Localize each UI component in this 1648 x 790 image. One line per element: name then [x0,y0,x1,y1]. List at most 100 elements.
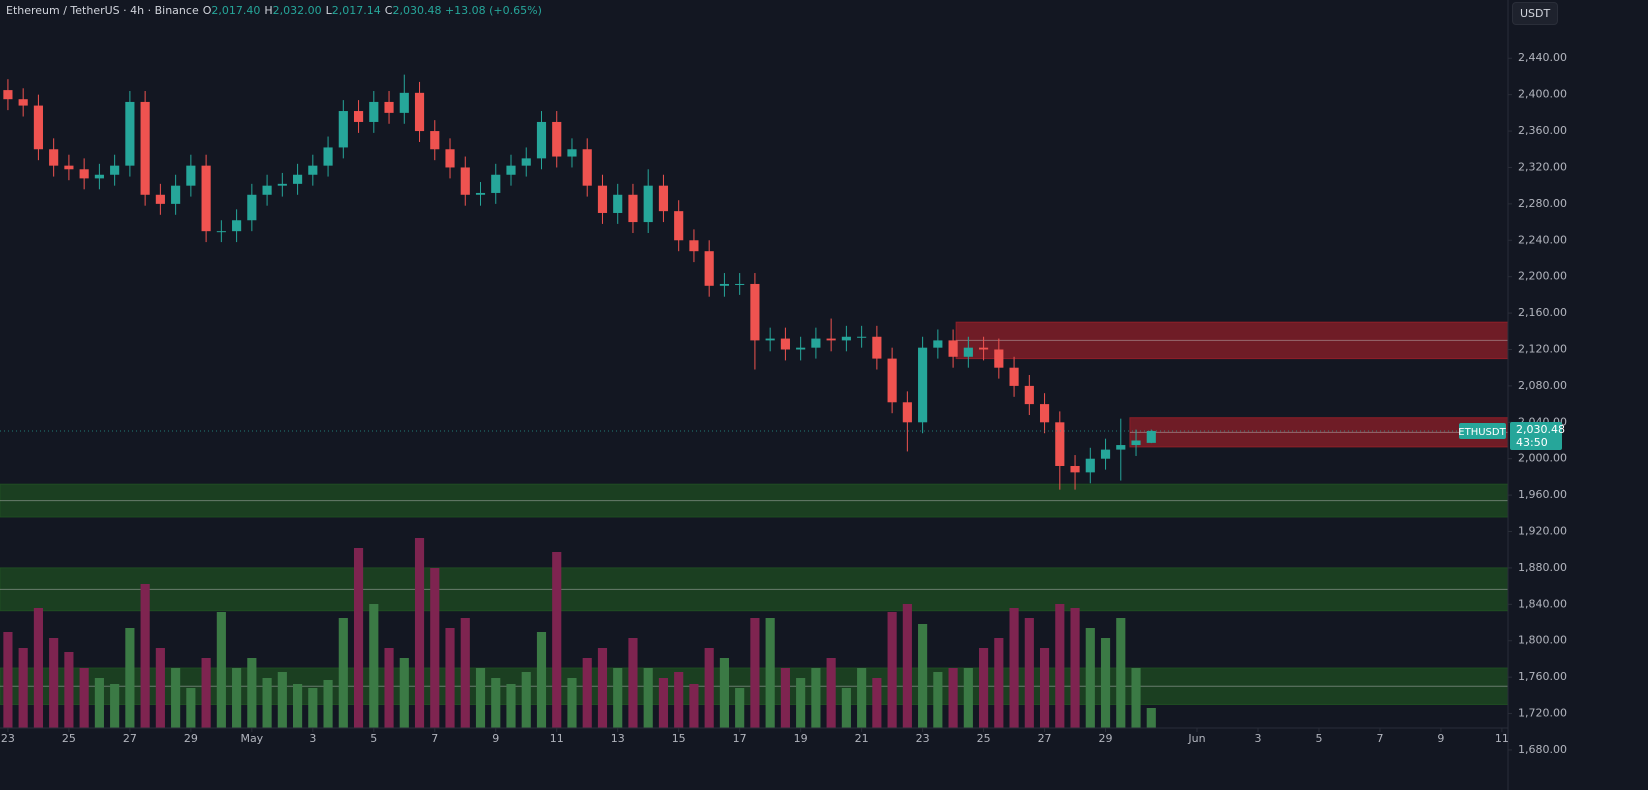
ohlc-value: 2,030.48 [392,4,442,17]
candle-body [33,105,43,150]
x-tick-label: 5 [1315,732,1322,745]
volume-bar [79,668,89,728]
volume-bar [826,658,836,728]
volume-bar [232,668,242,728]
candle-body [1070,465,1080,473]
x-tick-label: 21 [855,732,869,745]
candle-body [49,149,59,166]
volume-bar [338,618,348,728]
volume-bar [735,688,745,728]
candle-body [79,169,89,179]
candle-body [216,231,226,233]
candle-body [491,174,501,193]
volume-bar [201,658,211,728]
y-tick-label: 1,880.00 [1518,561,1567,574]
candle-body [1146,430,1156,443]
x-tick-label: 9 [1437,732,1444,745]
candle-body [872,336,882,359]
volume-bar [841,688,851,728]
volume-bar [1070,608,1080,728]
candle-body [140,101,150,195]
candle-body [201,165,211,232]
volume-bar [1085,628,1095,728]
x-tick-label: 27 [1038,732,1052,745]
x-tick-label: 7 [1376,732,1383,745]
candle-body [796,347,806,350]
y-tick-label: 2,240.00 [1518,233,1567,246]
price-tag [1510,421,1562,450]
volume-bar [491,678,501,728]
volume-bar [247,658,257,728]
candle-body [277,183,287,186]
x-tick-label: 7 [431,732,438,745]
volume-bar [140,584,150,728]
change: +13.08 (+0.65%) [444,4,542,17]
volume-bar [33,608,43,728]
ohlc-value: 2,032.00 [272,4,322,17]
ohlc-value: 2,017.14 [331,4,381,17]
x-tick-label: 13 [611,732,625,745]
candle-body [94,174,104,179]
y-tick-label: 2,000.00 [1518,452,1567,465]
volume-bar [689,684,699,728]
x-tick-label: 3 [1254,732,1261,745]
candle-body [552,121,562,157]
volume-bar [1131,668,1141,728]
candle-body [64,165,74,170]
candle-body [887,358,897,403]
y-tick-label: 2,440.00 [1518,51,1567,64]
candle-body [1131,440,1141,446]
candle-body [719,283,729,286]
candle-body [369,101,379,122]
volume-bar [857,668,867,728]
candle-body [780,338,790,350]
volume-bar [414,538,425,728]
volume-bar [384,648,394,728]
candle-body [918,347,928,423]
volume-bar [658,678,669,728]
volume-bar [110,684,120,728]
candle-body [384,101,394,113]
y-tick-label: 1,960.00 [1518,488,1567,501]
candle-body [1009,367,1019,386]
volume-bar [1009,608,1019,728]
candle-body [18,99,28,106]
price-tag-countdown: 43:50 [1516,436,1548,449]
y-tick-label: 1,840.00 [1518,597,1567,610]
volume-bar [918,624,928,728]
candle-body [414,92,425,132]
volume-bar [1055,604,1065,728]
volume-bar [49,638,59,728]
candle-body [902,402,912,423]
x-tick-label: 29 [1099,732,1113,745]
currency-button[interactable]: USDT [1512,2,1559,25]
candle-body [1100,449,1111,459]
y-tick-label: 1,760.00 [1518,670,1567,683]
y-tick-label: 2,400.00 [1518,88,1567,101]
volume-bar [308,688,318,728]
candle-body [399,92,409,113]
x-tick-label: 9 [492,732,499,745]
volume-bar [933,672,943,728]
candle-body [582,149,592,186]
candle-body [765,338,775,341]
zone [1129,417,1509,448]
volume-bar [613,668,623,728]
volume-bar [323,680,333,728]
candle-body [841,336,851,341]
ticker-tag [1459,422,1506,439]
volume-bar [628,638,638,728]
volume-bar [277,672,287,728]
candle-body [994,349,1004,368]
volume-bar [1146,708,1156,728]
volume-bar [643,668,653,728]
volume-bar [994,638,1004,728]
symbol: Ethereum / TetherUS · 4h · Binance [6,4,199,17]
candle-body [628,194,638,223]
volume-bar [186,688,196,728]
candle-body [521,158,531,166]
x-tick-label: May [240,732,263,745]
y-tick-label: 2,320.00 [1518,160,1567,173]
x-tick-label: 27 [123,732,137,745]
